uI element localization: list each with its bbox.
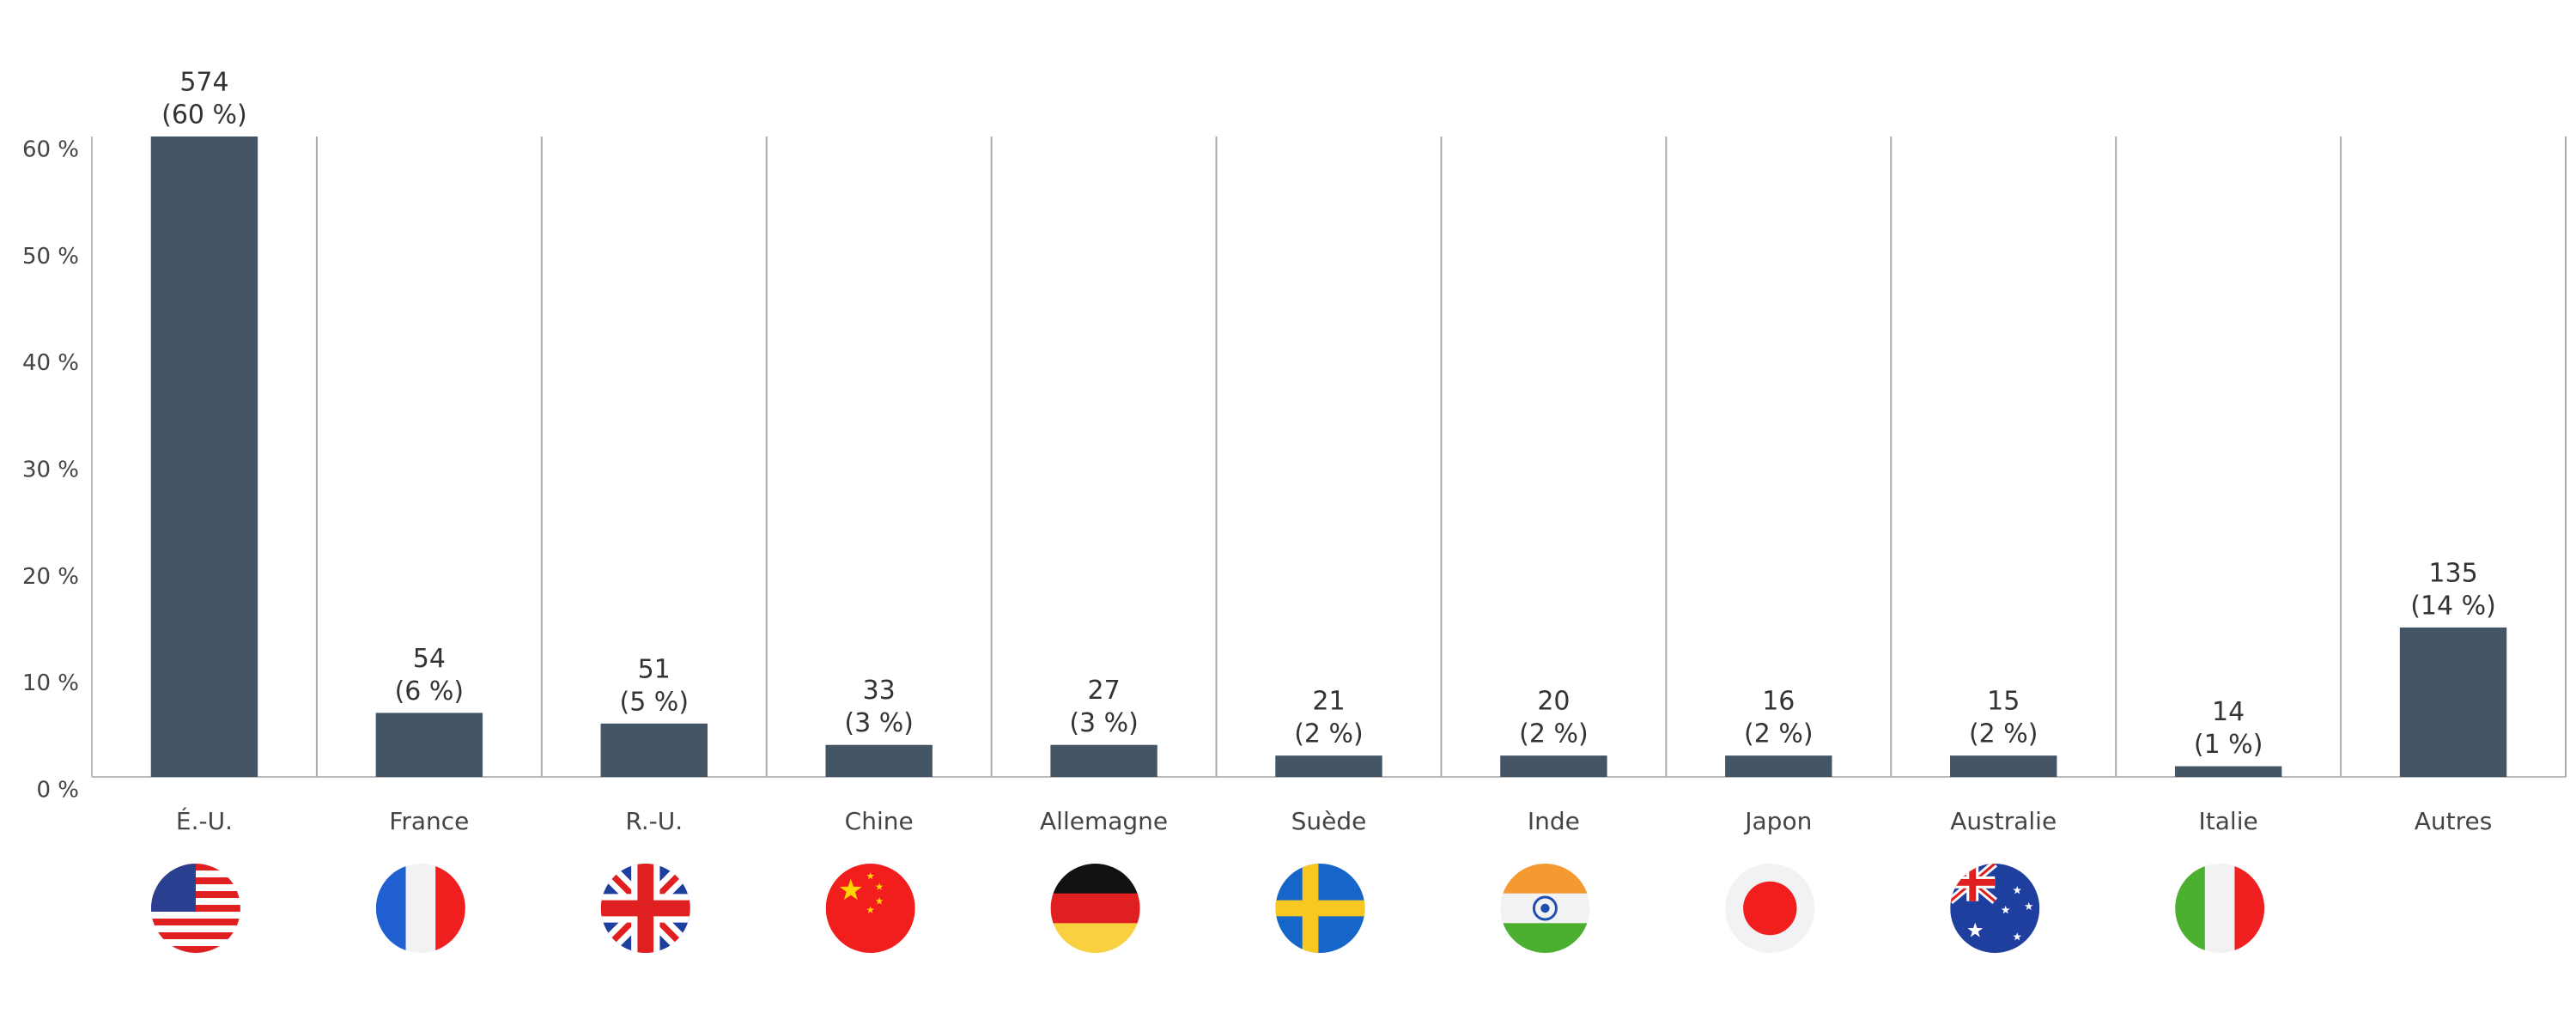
- data-label: (14 %): [2410, 591, 2496, 621]
- flag-part: [150, 912, 240, 919]
- flag-part: [150, 864, 196, 912]
- y-tick-label: 30 %: [22, 458, 79, 483]
- data-label-count: 14: [2212, 697, 2245, 727]
- flag: [1950, 864, 2040, 953]
- data-label-count: 574: [179, 68, 228, 98]
- flag-part: [150, 939, 240, 947]
- data-label-count: 20: [1537, 687, 1570, 717]
- y-tick-label: 0 %: [36, 778, 79, 804]
- x-tick-label: Japon: [1743, 807, 1812, 835]
- data-label: (2 %): [1969, 719, 2038, 749]
- flag-part: [2175, 864, 2206, 953]
- x-tick-label: Inde: [1528, 807, 1580, 835]
- x-tick-label: É.-U.: [176, 806, 233, 835]
- data-label: (6 %): [395, 676, 465, 707]
- data-label: (2 %): [1294, 719, 1364, 749]
- flag: [1050, 864, 1140, 953]
- bar: [825, 744, 933, 777]
- flag-part: [1950, 878, 1996, 886]
- flag-part: [1743, 881, 1797, 936]
- flag-star: [875, 883, 884, 890]
- flag-star: [2013, 886, 2022, 895]
- y-tick-label: 40 %: [22, 350, 79, 376]
- flag-part: [1500, 864, 1590, 895]
- flag-star: [875, 897, 884, 905]
- flag-part: [405, 864, 437, 953]
- x-tick-label: France: [389, 807, 469, 835]
- y-tick-label: 10 %: [22, 670, 79, 696]
- x-tick-label: Autres: [2415, 807, 2493, 835]
- bar: [1725, 755, 1832, 777]
- flag-part: [1500, 923, 1590, 953]
- data-label: (3 %): [1069, 708, 1139, 738]
- flag: [1725, 864, 1815, 953]
- y-tick-label: 50 %: [22, 244, 79, 270]
- y-tick-label: 60 %: [22, 137, 79, 163]
- x-tick-label: R.-U.: [625, 807, 683, 835]
- data-label-count: 54: [413, 644, 446, 674]
- flag: [1500, 864, 1590, 953]
- bar: [150, 136, 258, 777]
- bar: [375, 713, 483, 777]
- flag-star: [2024, 901, 2033, 911]
- data-label: (2 %): [1519, 719, 1589, 749]
- flag-part: [600, 900, 690, 917]
- flag-part: [435, 864, 465, 953]
- data-label: (1 %): [2194, 730, 2263, 760]
- flag-star: [2001, 905, 2010, 914]
- flag-part: [1050, 893, 1140, 925]
- flag: [1275, 864, 1365, 953]
- data-label-count: 51: [638, 654, 671, 684]
- flag-part: [1050, 923, 1140, 953]
- flag-part: [1540, 903, 1550, 913]
- data-label-count: 15: [1987, 687, 2020, 717]
- bar: [1275, 755, 1382, 777]
- flag-star: [839, 878, 862, 901]
- data-label: (3 %): [844, 708, 914, 738]
- data-label-count: 16: [1762, 687, 1795, 717]
- flag-part: [150, 925, 240, 933]
- y-tick-label: 20 %: [22, 564, 79, 590]
- data-label: (2 %): [1744, 719, 1814, 749]
- bar: [1950, 755, 2057, 777]
- flag-part: [2234, 864, 2265, 953]
- bar: [1500, 755, 1607, 777]
- flag: [825, 864, 915, 953]
- bar: [600, 723, 708, 777]
- flag: [150, 864, 240, 953]
- data-label: (60 %): [161, 100, 247, 130]
- flag-part: [1275, 900, 1365, 917]
- flag-star: [1967, 922, 1984, 937]
- flag-star: [866, 906, 875, 913]
- flag: [2175, 864, 2265, 953]
- flag-part: [150, 919, 240, 926]
- flag-part: [150, 946, 240, 953]
- flag-part: [2204, 864, 2236, 953]
- data-label-count: 33: [863, 676, 896, 706]
- flag: [375, 864, 465, 953]
- x-tick-label: Italie: [2199, 807, 2258, 835]
- bar: [2399, 627, 2507, 777]
- bar: [2174, 766, 2282, 777]
- flag-part: [1050, 864, 1140, 895]
- x-tick-label: Chine: [845, 807, 914, 835]
- flag-part: [1532, 895, 1558, 921]
- data-label-count: 21: [1312, 687, 1345, 717]
- x-tick-label: Australie: [1950, 807, 2057, 835]
- data-label-count: 27: [1087, 676, 1120, 706]
- data-label: (5 %): [619, 687, 689, 717]
- flag-star: [866, 871, 875, 880]
- x-tick-label: Suède: [1291, 807, 1367, 835]
- flag-part: [375, 864, 407, 953]
- data-label-count: 135: [2428, 558, 2477, 588]
- x-tick-label: Allemagne: [1040, 807, 1168, 835]
- flag-star: [2013, 932, 2022, 941]
- flag-part: [150, 932, 240, 940]
- flag: [600, 864, 690, 953]
- bar: [1050, 744, 1157, 777]
